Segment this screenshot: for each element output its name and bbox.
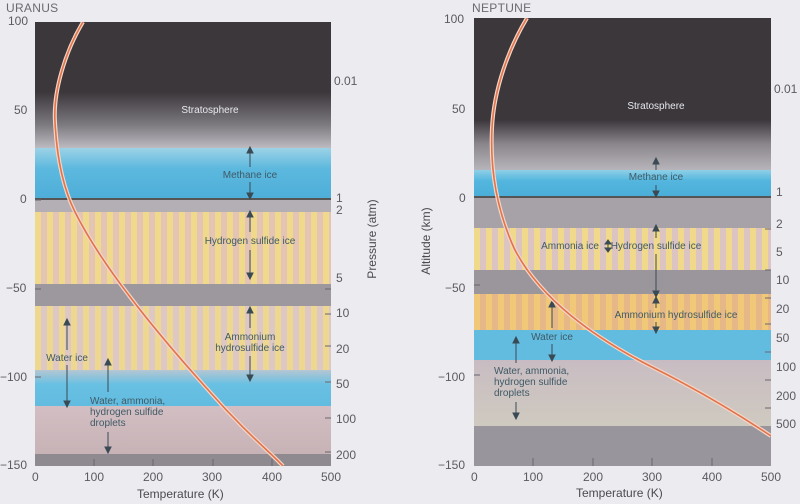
uranus-band-bottom bbox=[35, 454, 331, 466]
uranus-title: URANUS bbox=[6, 1, 59, 15]
uranus-label-h2s: Hydrogen sulfide ice bbox=[204, 236, 296, 247]
uranus-annotation-arrows bbox=[35, 145, 331, 466]
uranus-x-tick: 500 bbox=[321, 470, 342, 484]
neptune-label-droplets-1: Water, ammonia, bbox=[494, 366, 570, 377]
neptune-pressure-tick: 200 bbox=[776, 389, 797, 403]
neptune-title: NEPTUNE bbox=[472, 1, 532, 15]
uranus-label-water-ice: Water ice bbox=[46, 353, 88, 364]
neptune-x-tick: 500 bbox=[761, 470, 782, 484]
neptune-band-stratosphere bbox=[474, 18, 771, 120]
uranus-label-nh4sh-1: Ammonium bbox=[224, 332, 276, 343]
uranus-x-tick: 400 bbox=[262, 470, 283, 484]
neptune-plot-area: Stratosphere Methane ice Ammonia ice Hyd… bbox=[474, 18, 771, 466]
uranus-x-tick: 100 bbox=[84, 470, 105, 484]
uranus-band-transition bbox=[35, 92, 331, 152]
uranus-cloud-base-line bbox=[35, 198, 331, 200]
neptune-x-tick: 400 bbox=[702, 470, 723, 484]
uranus-label-nh4sh-2: hydrosulfide ice bbox=[215, 343, 285, 354]
neptune-x-tick: 200 bbox=[583, 470, 604, 484]
neptune-label-ammonia-ice: Ammonia ice bbox=[541, 241, 599, 252]
neptune-label-nh4sh: Ammonium hydrosulfide ice bbox=[614, 310, 738, 321]
neptune-annotation-arrows bbox=[474, 156, 771, 466]
neptune-temperature-curve bbox=[489, 18, 771, 438]
neptune-altitude-axis-label: Altitude (km) bbox=[419, 207, 433, 275]
neptune-pressure-tick: 2 bbox=[776, 217, 783, 231]
uranus-pressure-tick: 100 bbox=[336, 412, 357, 426]
uranus-y-tick: 100 bbox=[8, 14, 29, 28]
neptune-pressure-tick: 5 bbox=[776, 245, 783, 259]
uranus-band-water bbox=[35, 370, 331, 406]
neptune-y-tick: −50 bbox=[445, 281, 466, 295]
neptune-label-stratosphere: Stratosphere bbox=[627, 101, 685, 112]
neptune-pressure-tick: 20 bbox=[776, 302, 790, 316]
uranus-y-tick: 0 bbox=[20, 192, 27, 206]
uranus-pressure-tick: 5 bbox=[336, 271, 343, 285]
uranus-temperature-curve bbox=[52, 22, 285, 466]
neptune-band-grey-2 bbox=[474, 270, 771, 294]
neptune-pressure-tick: 0.01 bbox=[774, 82, 798, 96]
uranus-pressure-tick: 200 bbox=[336, 448, 357, 462]
neptune-y-tick: 100 bbox=[444, 12, 465, 26]
uranus-band-droplets bbox=[35, 406, 331, 454]
neptune-cloud-base-line bbox=[474, 196, 771, 198]
uranus-band-stratosphere bbox=[35, 22, 331, 92]
uranus-pressure-tick: 20 bbox=[336, 342, 350, 356]
uranus-label-methane: Methane ice bbox=[222, 170, 278, 181]
neptune-pressure-tick: 100 bbox=[776, 360, 797, 374]
uranus-plot-area: Stratosphere Methane ice Hydrogen sulfid… bbox=[35, 22, 331, 466]
uranus-x-tick: 300 bbox=[202, 470, 223, 484]
neptune-label-droplets-3: droplets bbox=[494, 388, 530, 399]
uranus-label-droplets-1: Water, ammonia, bbox=[90, 396, 166, 407]
uranus-x-axis-label: Temperature (K) bbox=[137, 487, 224, 501]
neptune-band-bottom bbox=[474, 426, 771, 466]
uranus-band-grey-2 bbox=[35, 284, 331, 306]
uranus-band-h2s bbox=[35, 212, 331, 284]
neptune-pressure-tick: 50 bbox=[776, 331, 790, 345]
uranus-label-stratosphere: Stratosphere bbox=[181, 105, 239, 116]
neptune-label-methane: Methane ice bbox=[628, 172, 684, 183]
uranus-pressure-tick: 10 bbox=[336, 306, 350, 320]
neptune-y-tick: −100 bbox=[438, 370, 466, 384]
neptune-pressure-tick: 10 bbox=[776, 273, 790, 287]
uranus-y-tick: −100 bbox=[0, 370, 28, 384]
neptune-band-methane bbox=[474, 170, 771, 197]
neptune-band-droplets bbox=[474, 360, 771, 426]
neptune-y-tick: −150 bbox=[438, 458, 466, 472]
uranus-pressure-tick: 2 bbox=[336, 203, 343, 217]
uranus-x-tick: 0 bbox=[32, 470, 39, 484]
neptune-pressure-tick: 1 bbox=[776, 185, 783, 199]
uranus-label-droplets-2: hydrogen sulfide bbox=[90, 407, 164, 418]
uranus-pressure-tick: 50 bbox=[336, 377, 350, 391]
neptune-label-droplets-2: hydrogen sulfide bbox=[494, 377, 568, 388]
uranus-band-methane bbox=[35, 148, 331, 200]
uranus-x-tick: 200 bbox=[143, 470, 164, 484]
neptune-pressure-tick: 500 bbox=[776, 417, 797, 431]
neptune-band-nh4sh bbox=[474, 294, 771, 330]
neptune-label-h2s: Hydrogen sulfide ice bbox=[610, 241, 702, 252]
neptune-x-axis-label: Temperature (K) bbox=[576, 486, 663, 500]
neptune-label-water-ice: Water ice bbox=[531, 332, 573, 343]
neptune-x-tick: 100 bbox=[523, 470, 544, 484]
uranus-pressure-tick: 1 bbox=[336, 191, 343, 205]
uranus-y-tick: 50 bbox=[14, 103, 28, 117]
uranus-pressure-axis-label: Pressure (atm) bbox=[365, 199, 379, 279]
uranus-label-droplets-3: droplets bbox=[90, 418, 126, 429]
neptune-y-tick: 50 bbox=[452, 102, 466, 116]
uranus-y-tick: −150 bbox=[0, 458, 28, 472]
neptune-y-tick: 0 bbox=[459, 191, 466, 205]
neptune-band-water bbox=[474, 330, 771, 360]
neptune-band-grey bbox=[474, 198, 771, 228]
uranus-pressure-tick: 0.01 bbox=[334, 74, 358, 88]
neptune-x-tick: 300 bbox=[642, 470, 663, 484]
uranus-band-grey bbox=[35, 200, 331, 212]
neptune-x-tick: 0 bbox=[471, 470, 478, 484]
uranus-y-tick: −50 bbox=[6, 281, 27, 295]
